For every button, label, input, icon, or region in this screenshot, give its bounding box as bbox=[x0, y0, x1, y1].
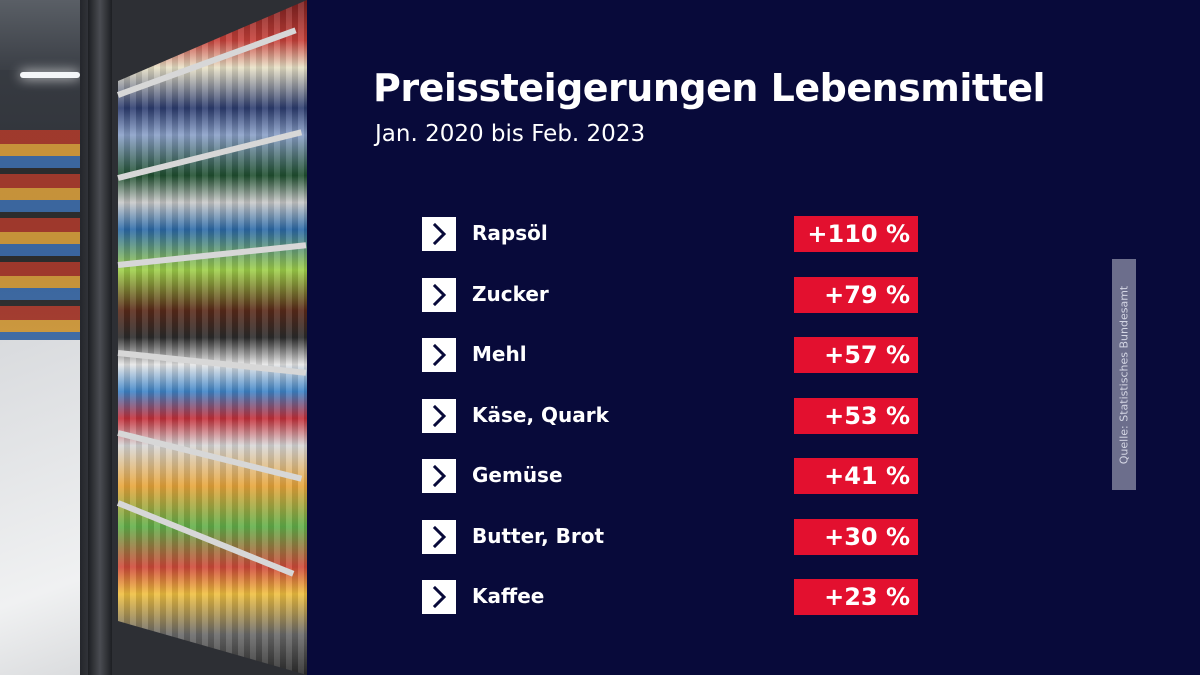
chevron-right-icon bbox=[422, 580, 456, 614]
photo-ceiling-light bbox=[20, 72, 80, 78]
chevron-right-icon bbox=[422, 519, 456, 554]
page-subtitle: Jan. 2020 bis Feb. 2023 bbox=[375, 121, 646, 147]
list-item: Mehl +57 % bbox=[422, 337, 922, 398]
item-label: Kaffee bbox=[472, 584, 545, 608]
item-label: Butter, Brot bbox=[472, 523, 605, 548]
chevron-right-icon bbox=[422, 338, 456, 372]
price-change-badge: +79 % bbox=[794, 276, 918, 313]
price-change-badge: +41 % bbox=[794, 458, 918, 494]
price-change-badge: +30 % bbox=[794, 518, 918, 555]
supermarket-aisle-photo bbox=[0, 0, 307, 675]
page-title: Preissteigerungen Lebensmittel bbox=[373, 66, 1046, 110]
chevron-right-icon bbox=[422, 459, 456, 493]
photo-pillar bbox=[88, 0, 112, 675]
item-label: Gemüse bbox=[472, 463, 563, 487]
chevron-right-icon bbox=[422, 277, 456, 312]
list-item: Gemüse +41 % bbox=[422, 458, 922, 519]
photo-products bbox=[118, 0, 307, 675]
list-item: Butter, Brot +30 % bbox=[422, 518, 922, 580]
photo-far-shelf bbox=[0, 130, 80, 350]
source-credit-text: Quelle: Statistisches Bundesamt bbox=[1117, 285, 1131, 464]
item-label: Rapsöl bbox=[472, 221, 548, 245]
item-label: Zucker bbox=[472, 281, 549, 306]
list-item: Kaffee +23 % bbox=[422, 579, 922, 640]
price-change-badge: +53 % bbox=[794, 397, 918, 434]
price-change-badge: +23 % bbox=[794, 579, 918, 615]
chevron-right-icon bbox=[422, 398, 456, 433]
item-label: Käse, Quark bbox=[472, 402, 609, 427]
item-label: Mehl bbox=[472, 342, 527, 366]
price-change-badge: +110 % bbox=[794, 216, 918, 252]
source-credit: Quelle: Statistisches Bundesamt bbox=[1112, 259, 1136, 490]
chevron-right-icon bbox=[422, 217, 456, 251]
list-item: Zucker +79 % bbox=[422, 276, 922, 338]
list-item: Rapsöl +110 % bbox=[422, 216, 922, 277]
price-change-badge: +57 % bbox=[794, 337, 918, 373]
price-increase-list: Rapsöl +110 % Zucker +79 % Mehl +57 % Käse, Qu… bbox=[422, 216, 922, 640]
list-item: Käse, Quark +53 % bbox=[422, 397, 922, 459]
